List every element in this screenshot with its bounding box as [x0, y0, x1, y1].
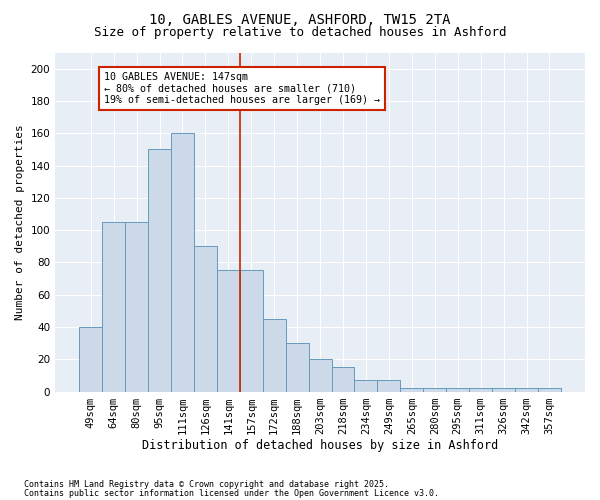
Bar [423, 388, 446, 392]
Bar [469, 388, 492, 392]
Bar [515, 388, 538, 392]
Bar [400, 388, 423, 392]
Bar [217, 270, 240, 392]
Text: 10, GABLES AVENUE, ASHFORD, TW15 2TA: 10, GABLES AVENUE, ASHFORD, TW15 2TA [149, 12, 451, 26]
Text: Contains public sector information licensed under the Open Government Licence v3: Contains public sector information licen… [24, 488, 439, 498]
Bar [148, 150, 171, 392]
Bar [538, 388, 561, 392]
Bar [171, 133, 194, 392]
Y-axis label: Number of detached properties: Number of detached properties [15, 124, 25, 320]
Bar [446, 388, 469, 392]
Bar [240, 270, 263, 392]
Bar [125, 222, 148, 392]
Text: Contains HM Land Registry data © Crown copyright and database right 2025.: Contains HM Land Registry data © Crown c… [24, 480, 389, 489]
Bar [377, 380, 400, 392]
Bar [263, 319, 286, 392]
Text: Size of property relative to detached houses in Ashford: Size of property relative to detached ho… [94, 26, 506, 39]
Bar [194, 246, 217, 392]
Bar [79, 327, 102, 392]
Bar [102, 222, 125, 392]
X-axis label: Distribution of detached houses by size in Ashford: Distribution of detached houses by size … [142, 440, 498, 452]
Bar [286, 343, 308, 392]
Bar [308, 360, 332, 392]
Bar [492, 388, 515, 392]
Bar [355, 380, 377, 392]
Bar [332, 368, 355, 392]
Text: 10 GABLES AVENUE: 147sqm
← 80% of detached houses are smaller (710)
19% of semi-: 10 GABLES AVENUE: 147sqm ← 80% of detach… [104, 72, 380, 105]
